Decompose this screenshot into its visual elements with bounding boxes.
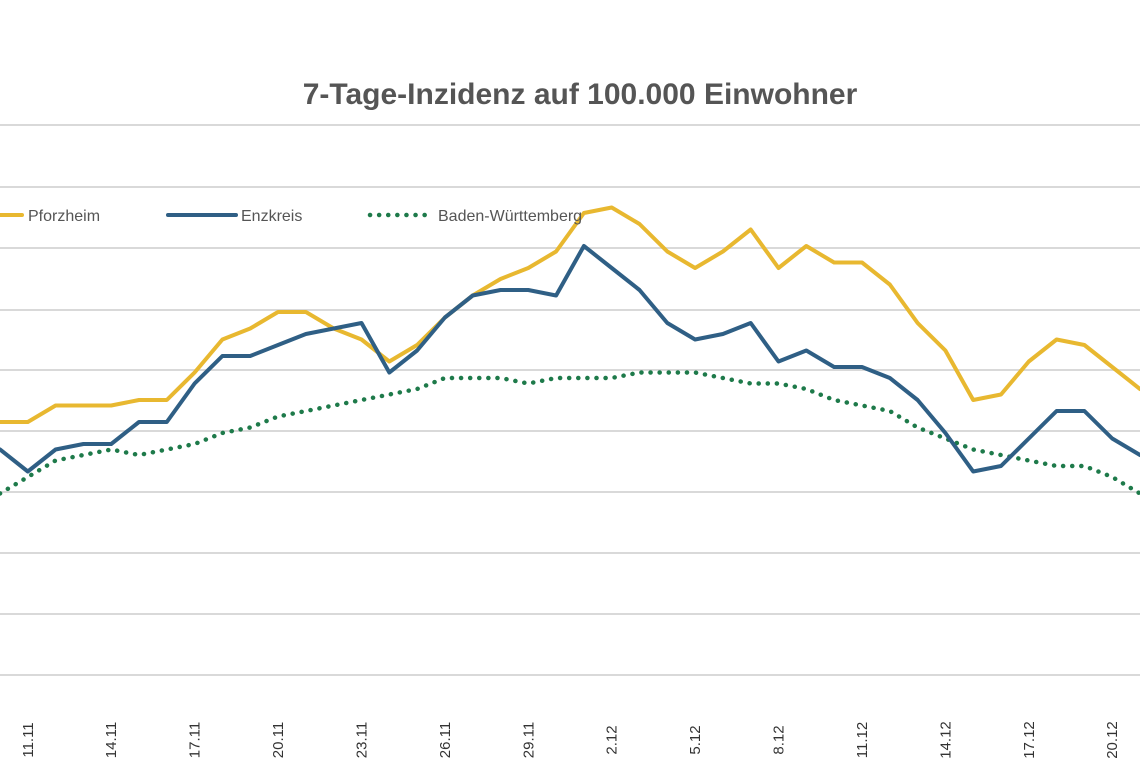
x-tick-label: 20.12 [1104, 721, 1121, 759]
x-axis-tick-labels: 11.11 14.11 17.11 20.11 23.11 26.11 29.11 2.12 5… [20, 721, 1121, 759]
x-tick-label: 17.11 [187, 722, 204, 758]
x-tick-label: 5.12 [687, 725, 704, 754]
x-tick-label: 2.12 [604, 725, 621, 754]
x-tick-label: 17.12 [1021, 721, 1038, 759]
legend-label-pforzheim: Pforzheim [28, 208, 100, 225]
series-lines [0, 205, 1140, 496]
x-tick-label: 29.11 [520, 722, 537, 758]
x-tick-label: 26.11 [437, 722, 454, 758]
legend-label-baden-w-rttemberg: Baden-Württemberg [438, 208, 582, 225]
legend-label-enzkreis: Enzkreis [241, 208, 302, 225]
chart-title: 7-Tage-Inzidenz auf 100.000 Einwohner [303, 78, 858, 111]
x-tick-label: 8.12 [771, 725, 788, 754]
x-tick-label: 14.11 [103, 722, 120, 758]
legend: Pforzheim Enzkreis Baden-Württemberg [0, 208, 582, 225]
x-tick-label: 14.12 [937, 721, 954, 759]
x-tick-label: 11.12 [854, 722, 871, 758]
series-line-pforzheim [0, 205, 1140, 424]
gridlines [0, 124, 1140, 676]
x-tick-label: 23.11 [353, 722, 370, 758]
x-tick-label: 11.11 [20, 722, 37, 757]
series-line-enzkreis [0, 244, 1140, 474]
x-tick-label: 20.11 [270, 722, 287, 758]
